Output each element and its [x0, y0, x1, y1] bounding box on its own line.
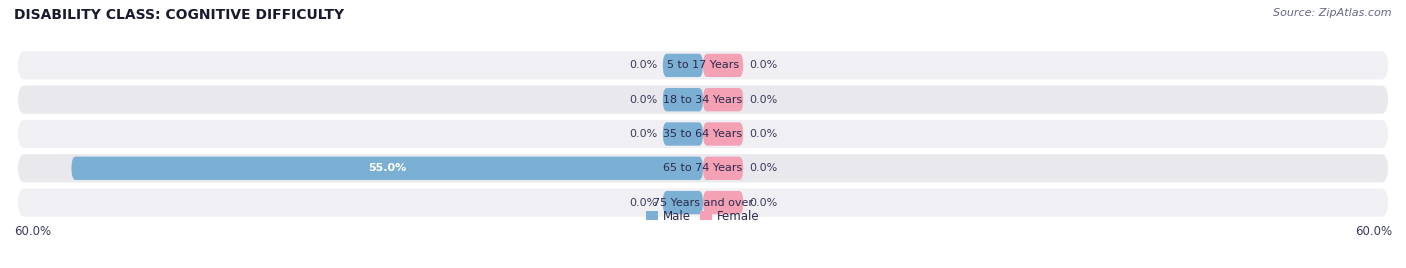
Text: 35 to 64 Years: 35 to 64 Years	[664, 129, 742, 139]
Text: DISABILITY CLASS: COGNITIVE DIFFICULTY: DISABILITY CLASS: COGNITIVE DIFFICULTY	[14, 8, 344, 22]
FancyBboxPatch shape	[662, 88, 703, 111]
FancyBboxPatch shape	[662, 122, 703, 146]
Text: 5 to 17 Years: 5 to 17 Years	[666, 60, 740, 70]
Text: 0.0%: 0.0%	[628, 60, 657, 70]
FancyBboxPatch shape	[703, 54, 744, 77]
Text: 75 Years and over: 75 Years and over	[652, 198, 754, 208]
Text: 60.0%: 60.0%	[1355, 225, 1392, 238]
FancyBboxPatch shape	[17, 51, 1389, 79]
FancyBboxPatch shape	[703, 157, 744, 180]
Text: 0.0%: 0.0%	[749, 60, 778, 70]
FancyBboxPatch shape	[17, 120, 1389, 148]
FancyBboxPatch shape	[17, 189, 1389, 217]
Text: 0.0%: 0.0%	[628, 129, 657, 139]
Text: 0.0%: 0.0%	[628, 198, 657, 208]
FancyBboxPatch shape	[703, 88, 744, 111]
Legend: Male, Female: Male, Female	[641, 205, 765, 228]
Text: 0.0%: 0.0%	[749, 198, 778, 208]
Text: 65 to 74 Years: 65 to 74 Years	[664, 163, 742, 173]
Text: 0.0%: 0.0%	[749, 163, 778, 173]
Text: 0.0%: 0.0%	[749, 95, 778, 105]
Text: 18 to 34 Years: 18 to 34 Years	[664, 95, 742, 105]
Text: 60.0%: 60.0%	[14, 225, 51, 238]
Text: Source: ZipAtlas.com: Source: ZipAtlas.com	[1274, 8, 1392, 18]
FancyBboxPatch shape	[17, 154, 1389, 182]
Text: 0.0%: 0.0%	[749, 129, 778, 139]
FancyBboxPatch shape	[662, 191, 703, 214]
FancyBboxPatch shape	[703, 122, 744, 146]
FancyBboxPatch shape	[72, 157, 703, 180]
Text: 55.0%: 55.0%	[368, 163, 406, 173]
Text: 0.0%: 0.0%	[628, 95, 657, 105]
FancyBboxPatch shape	[662, 54, 703, 77]
FancyBboxPatch shape	[17, 86, 1389, 114]
FancyBboxPatch shape	[703, 191, 744, 214]
